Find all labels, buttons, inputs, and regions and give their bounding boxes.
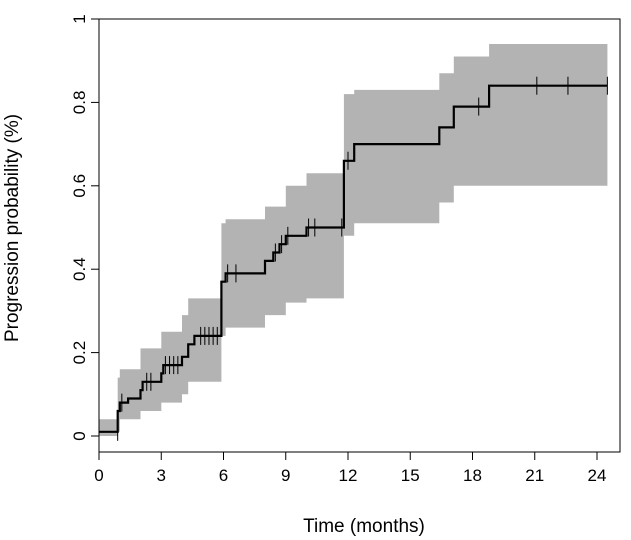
x-tick-label: 12: [339, 466, 358, 485]
x-tick-label: 6: [219, 466, 228, 485]
x-tick-label: 21: [525, 466, 544, 485]
x-tick-label: 18: [463, 466, 482, 485]
confidence-band: [99, 44, 608, 436]
axes-layer: 0 3 6 9 12 15 18 21 24 0 0.2 0.4 0.6 0.8 1: [70, 14, 621, 485]
survival-line-layer: [99, 84, 608, 433]
x-tick-label: 0: [94, 466, 103, 485]
x-tick-label: 24: [588, 466, 607, 485]
y-tick-label: 0.4: [70, 257, 89, 281]
y-tick-label: 0.8: [70, 91, 89, 115]
survival-step-line: [99, 84, 608, 433]
x-axis-title: Time (months): [303, 516, 425, 537]
x-tick-label: 9: [281, 466, 290, 485]
y-tick-label: 1: [70, 14, 89, 23]
y-tick-label: 0: [70, 431, 89, 440]
y-axis-title: Progression probability (%): [2, 114, 23, 342]
censor-marks-layer: [117, 76, 608, 441]
x-tick-label: 15: [401, 466, 420, 485]
y-tick-label: 0.6: [70, 174, 89, 198]
x-tick-label: 3: [157, 466, 166, 485]
y-tick-label: 0.2: [70, 341, 89, 365]
plot-frame: [98, 18, 621, 453]
confidence-band-layer: [99, 44, 608, 436]
labels-layer: Time (months) Progression probability (%…: [2, 114, 425, 537]
